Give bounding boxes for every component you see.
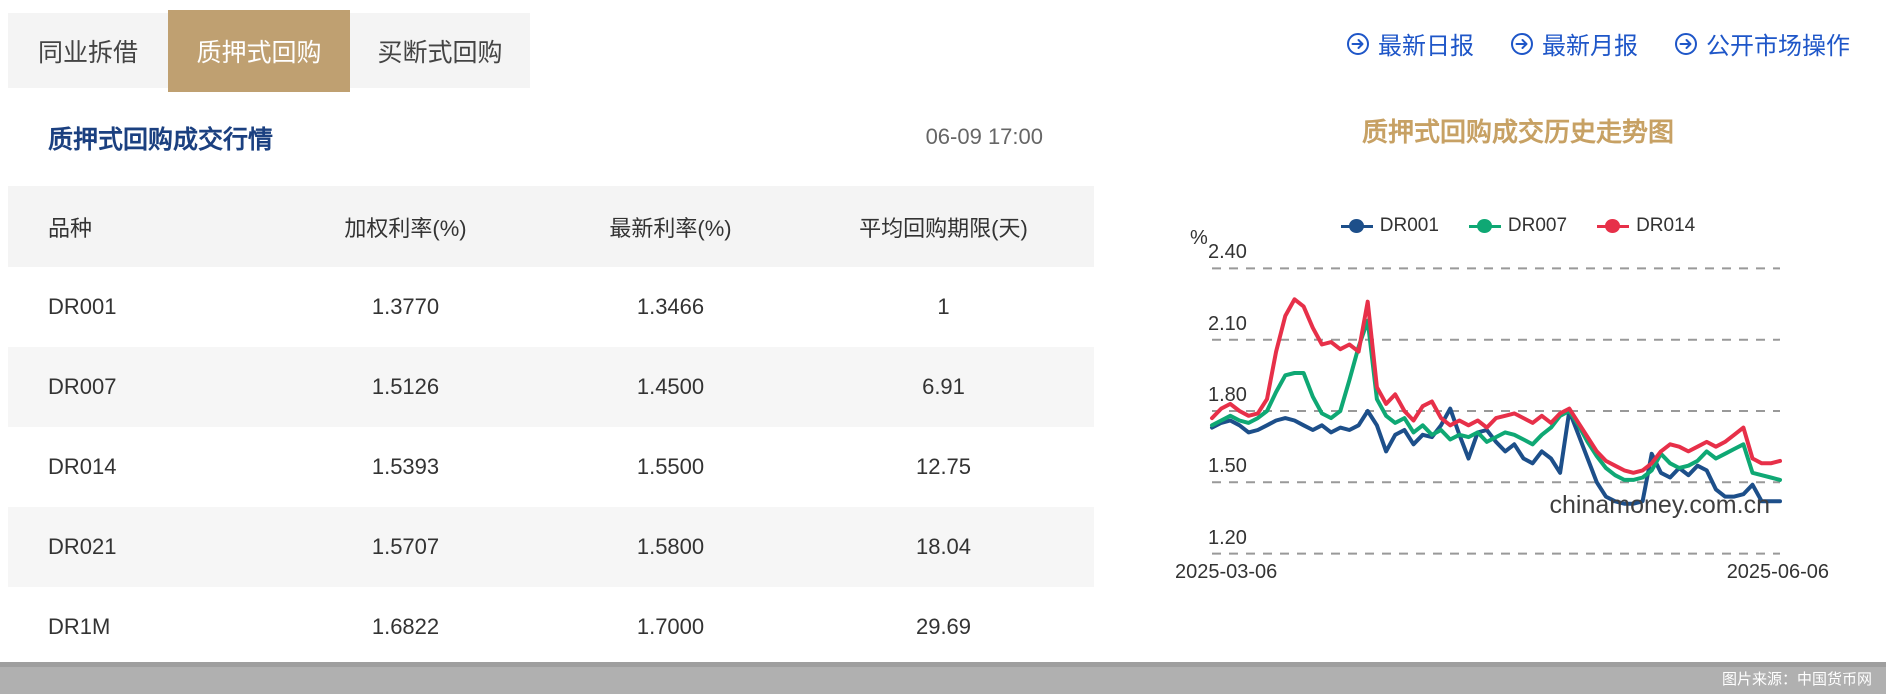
quote-timestamp: 06-09 17:00 [925, 124, 1043, 149]
link-label: 最新日报 [1378, 33, 1474, 60]
image-source-bar: 图片来源：中国货币网 [0, 662, 1886, 694]
link-label: 公开市场操作 [1706, 33, 1850, 60]
line-DR007 [1210, 318, 1782, 482]
report-links: 最新日报 最新月报 公开市场操作 [1346, 26, 1850, 61]
table-cell: 29.69 [915, 614, 972, 639]
table-cell: 1.3770 [371, 294, 440, 319]
legend-label: DR007 [1507, 215, 1568, 236]
legend-label: DR014 [1636, 215, 1696, 236]
table-header-row: 品种 加权利率(%) 最新利率(%) 平均回购期限(天) [8, 186, 1094, 267]
table-cell: 1.5500 [636, 454, 705, 479]
trend-chart: DR001 DR007 DR014 % 2.40 2.10 1.80 1.50 1.20… [1150, 195, 1886, 625]
table-row: DR021 1.5707 1.5800 18.04 [8, 507, 1094, 587]
table-cell: 18.04 [915, 534, 972, 559]
table-cell: 1.5707 [371, 534, 440, 559]
legend-item-dr014: DR014 [1597, 215, 1695, 237]
table-cell: DR001 [48, 294, 117, 319]
y-tick-label: 1.80 [1208, 384, 1247, 406]
x-axis-end-date: 2025-06-06 [1726, 561, 1829, 583]
link-latest-daily-report[interactable]: 最新日报 [1346, 26, 1474, 61]
table-row: DR014 1.5393 1.5500 12.75 [8, 427, 1094, 507]
table-cell: 1.4500 [636, 374, 705, 399]
legend-marker-dr014 [1597, 218, 1630, 234]
chart-title: 质押式回购成交历史走势图 [1361, 117, 1674, 147]
circle-arrow-icon [1510, 32, 1534, 56]
table-cell: 1.5126 [371, 374, 440, 399]
y-tick-label: 2.40 [1208, 241, 1247, 264]
tab-pledged-repo[interactable]: 质押式回购 [168, 10, 350, 92]
legend-label: DR001 [1379, 215, 1439, 236]
table-row: DR001 1.3770 1.3466 1 [8, 267, 1094, 347]
table-cell: DR021 [48, 534, 117, 559]
link-label: 最新月报 [1542, 33, 1638, 60]
tab-outright-repo[interactable]: 买断式回购 [350, 13, 530, 88]
x-axis-start-date: 2025-03-06 [1175, 561, 1278, 583]
circle-arrow-icon [1674, 32, 1698, 56]
header-cell: 最新利率(%) [609, 215, 732, 241]
table-row: DR007 1.5126 1.4500 6.91 [8, 347, 1094, 427]
line-DR014 [1210, 297, 1782, 475]
header-cell: 加权利率(%) [344, 215, 467, 241]
legend-item-dr001: DR001 [1340, 215, 1439, 237]
y-axis-unit: % [1190, 227, 1208, 249]
circle-arrow-icon [1346, 32, 1370, 56]
table-cell: 1 [937, 294, 950, 319]
section-title: 质押式回购成交行情 [48, 126, 274, 154]
table-cell: DR1M [48, 614, 111, 639]
chart-watermark: chinamoney.com.cn [1549, 491, 1770, 519]
y-tick-label: 1.50 [1208, 455, 1247, 478]
line-DR001 [1210, 406, 1782, 506]
table-cell: 1.5393 [371, 454, 440, 479]
table-cell: DR007 [48, 374, 117, 399]
legend-item-dr007: DR007 [1468, 215, 1568, 237]
image-source-text: 图片来源：中国货币网 [1721, 670, 1872, 688]
header-cell: 平均回购期限(天) [859, 215, 1028, 241]
y-tick-label: 1.20 [1208, 526, 1247, 549]
tab-strip: 同业拆借 质押式回购 买断式回购 [8, 8, 530, 92]
plot-area [1210, 267, 1782, 555]
table-cell: 1.3466 [636, 294, 705, 319]
header-cell: 品种 [48, 215, 93, 241]
table-body: DR001 1.3770 1.3466 1 DR007 1.5126 1.4500 6.91 D… [8, 267, 1094, 667]
table-cell: 6.91 [922, 374, 965, 399]
table-row: DR1M 1.6822 1.7000 29.69 [8, 587, 1094, 667]
repo-quotes-table: 品种 加权利率(%) 最新利率(%) 平均回购期限(天) DR001 1.3770 1.3… [8, 186, 1094, 667]
table-cell: 1.6822 [371, 614, 440, 639]
link-open-market-operations[interactable]: 公开市场操作 [1674, 26, 1850, 61]
tab-interbank-lending[interactable]: 同业拆借 [8, 13, 168, 88]
table-cell: 1.7000 [636, 614, 705, 639]
y-tick-label: 2.10 [1208, 312, 1247, 335]
legend-marker-dr001 [1340, 218, 1373, 234]
link-latest-monthly-report[interactable]: 最新月报 [1510, 26, 1638, 61]
table-cell: 12.75 [915, 454, 972, 479]
chart-legend: DR001 DR007 DR014 [1150, 215, 1886, 237]
legend-marker-dr007 [1468, 218, 1501, 234]
table-cell: 1.5800 [636, 534, 705, 559]
table-cell: DR014 [48, 454, 117, 479]
